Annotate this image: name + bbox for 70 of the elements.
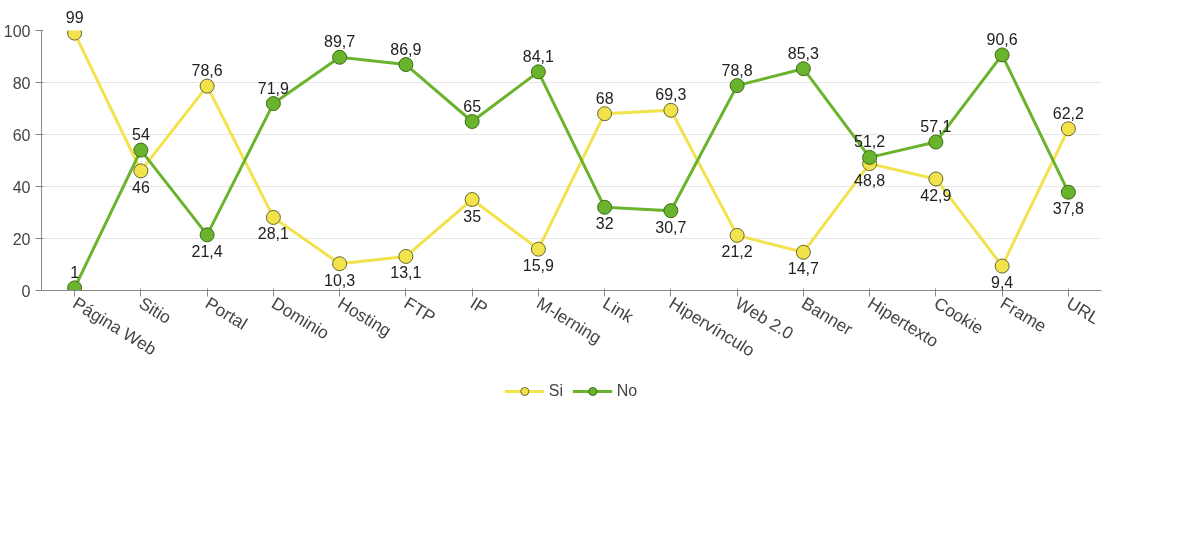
data-label: 71,9 xyxy=(257,79,290,97)
data-label: 54 xyxy=(131,126,150,144)
point xyxy=(862,149,878,165)
data-label: 89,7 xyxy=(324,33,356,51)
legend-label: Si xyxy=(548,382,564,400)
data-label: 21,2 xyxy=(721,243,753,261)
y-tick-label: 60 xyxy=(12,126,31,144)
point xyxy=(994,258,1010,274)
y-tick-label: 100 xyxy=(3,22,31,40)
data-label: 21,4 xyxy=(191,242,223,260)
data-label: 86,9 xyxy=(390,40,422,58)
point xyxy=(994,47,1010,63)
data-label: 10,3 xyxy=(324,271,356,289)
data-label: 85,3 xyxy=(787,44,820,62)
point xyxy=(597,199,613,215)
data-label: 46 xyxy=(131,178,150,196)
point xyxy=(464,114,480,129)
point xyxy=(530,64,546,80)
data-label: 65 xyxy=(463,97,482,115)
data-label: 78,8 xyxy=(721,61,753,79)
legend-label: No xyxy=(616,382,638,400)
point xyxy=(398,248,414,264)
point xyxy=(133,163,149,179)
data-label: 35 xyxy=(463,207,482,225)
x-tick-label: URL xyxy=(1063,292,1104,329)
y-tick-label: 0 xyxy=(21,282,31,300)
data-label: 68 xyxy=(595,89,614,107)
point xyxy=(133,142,149,158)
x-tick-label: IP xyxy=(466,292,492,319)
data-label: 15,9 xyxy=(522,257,555,275)
point xyxy=(464,192,480,207)
point xyxy=(265,209,281,225)
data-label: 90,6 xyxy=(986,30,1018,48)
data-label: 1 xyxy=(70,263,80,281)
data-label: 78,6 xyxy=(191,62,223,80)
point xyxy=(928,134,944,150)
point xyxy=(1060,184,1076,200)
point xyxy=(199,227,215,243)
data-label: 62,2 xyxy=(1052,104,1085,122)
point xyxy=(663,203,679,219)
point xyxy=(530,241,546,257)
point xyxy=(199,78,215,94)
point xyxy=(928,171,944,187)
data-label: 69,3 xyxy=(655,86,687,104)
data-label: 9,4 xyxy=(991,274,1014,292)
data-label: 32 xyxy=(595,215,614,233)
point xyxy=(597,106,613,122)
data-label: 37,8 xyxy=(1052,200,1085,218)
point xyxy=(332,256,348,272)
point xyxy=(265,96,281,112)
point xyxy=(398,57,414,73)
x-tick-label: Sitio xyxy=(135,292,175,328)
point xyxy=(795,61,811,77)
data-label: 30,7 xyxy=(655,218,687,236)
point xyxy=(1060,121,1076,137)
x-tick-label: Link xyxy=(599,292,638,327)
x-tick-label: FTP xyxy=(400,292,440,328)
point xyxy=(795,244,811,260)
y-tick-label: 40 xyxy=(12,178,31,196)
data-label: 99 xyxy=(65,9,84,27)
point xyxy=(729,227,745,243)
point xyxy=(729,78,745,94)
y-tick-label: 20 xyxy=(12,230,31,248)
data-label: 84,1 xyxy=(522,47,555,65)
y-tick-label: 80 xyxy=(12,74,31,92)
data-label: 13,1 xyxy=(390,264,422,282)
data-label: 28,1 xyxy=(257,225,290,243)
point xyxy=(663,102,679,118)
data-label: 14,7 xyxy=(787,260,820,278)
point xyxy=(332,49,348,65)
